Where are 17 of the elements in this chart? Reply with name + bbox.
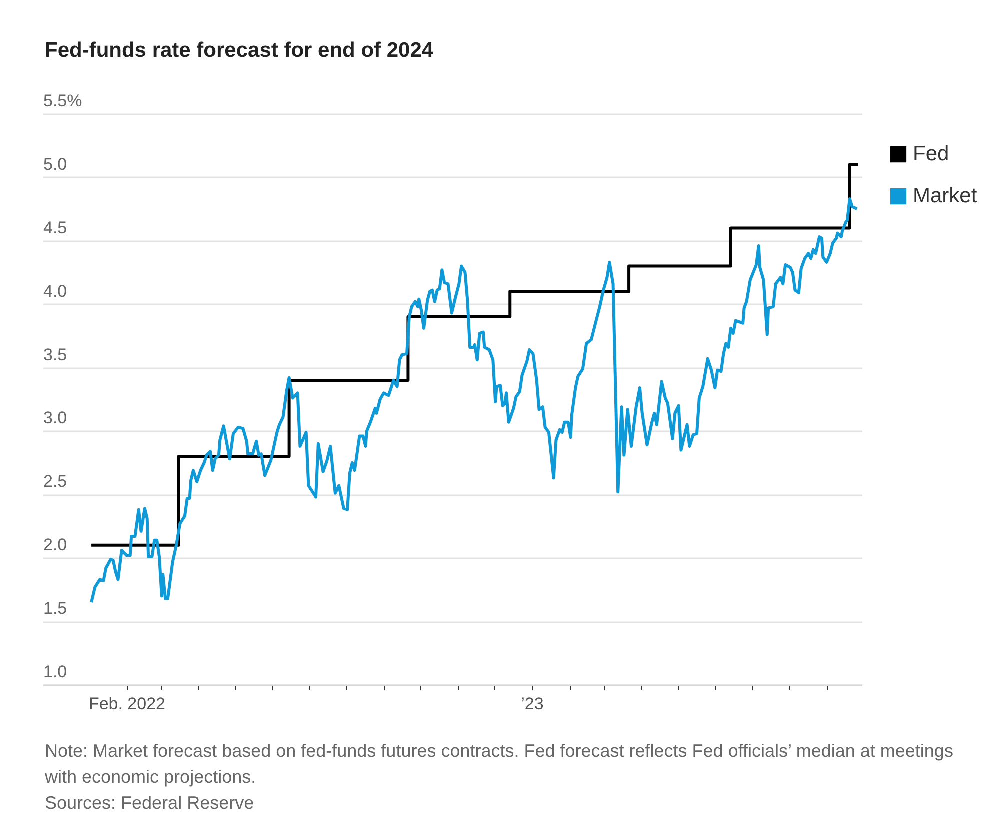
y-tick-label: 5.5% — [44, 92, 82, 110]
x-tick-label: Feb. 2022 — [88, 694, 166, 714]
x-tick-label: ’23 — [521, 694, 544, 714]
y-tick-label: 3.5 — [44, 345, 68, 364]
y-tick-label: 4.0 — [44, 282, 68, 301]
y-tick-label: 3.0 — [44, 408, 68, 428]
y-tick-label: 1.5 — [44, 599, 68, 618]
y-tick-label: 2.0 — [44, 536, 68, 555]
legend-label: Market — [913, 184, 978, 208]
legend-label: Fed — [913, 142, 950, 166]
y-tick-label: 2.5 — [44, 472, 68, 492]
text: Note: Market forecast based on fed-funds futures contracts. Fed forecast reflects Fed officials’ median at meetings with economic projections. — [45, 740, 954, 789]
y-tick-label: 1.0 — [44, 662, 68, 682]
y-tick-label: 4.5 — [44, 218, 68, 238]
source-note: Sources: Federal Reserve — [45, 792, 256, 815]
y-tick-label: 5.0 — [44, 154, 68, 174]
chart-title: Fed-funds rate forecast for end of 2024 — [45, 39, 434, 63]
